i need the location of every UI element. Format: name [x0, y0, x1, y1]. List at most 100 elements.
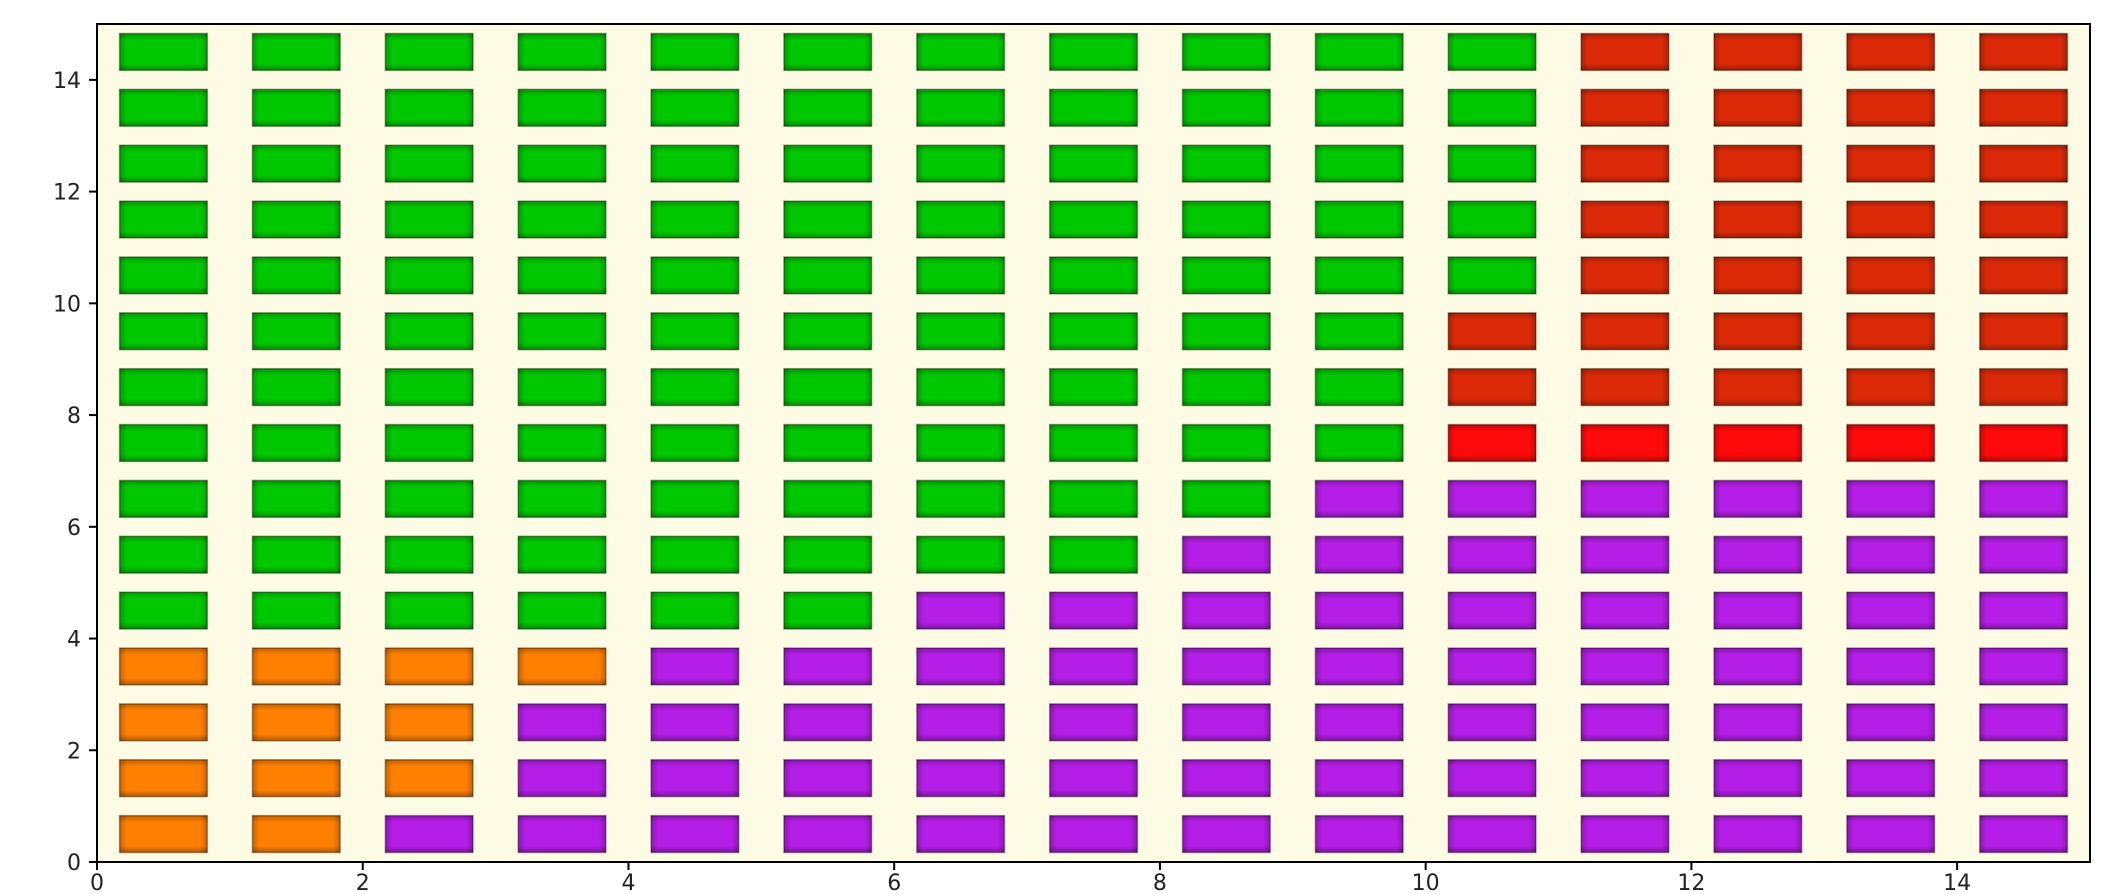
cell-shade-h — [119, 759, 208, 797]
cell-green-x2-y6 — [384, 479, 474, 519]
cell-shade-h — [783, 759, 872, 797]
cell-purple-x11-y5 — [1580, 535, 1670, 574]
cell-purple-x7-y3 — [1048, 647, 1139, 686]
cell-shade-h — [1979, 480, 2068, 518]
cell-shade-h — [651, 89, 739, 127]
cell-green-x8-y8 — [1181, 367, 1271, 407]
cell-green-x6-y14 — [916, 32, 1006, 72]
cell-shade-h — [1713, 201, 1802, 238]
cell-shade-h — [916, 256, 1005, 294]
cell-orange-x1-y0 — [251, 814, 341, 854]
cell-purple-x4-y1 — [650, 759, 740, 798]
cell-shade-h — [252, 648, 341, 685]
cell-shade-h — [385, 424, 474, 462]
cell-green-x1-y9 — [251, 312, 341, 351]
cell-shade-h — [252, 592, 341, 630]
cell-shade-h — [1049, 256, 1138, 294]
cell-shade-h — [1182, 312, 1271, 350]
cell-shade-h — [1182, 648, 1271, 685]
cell-shade-h — [916, 201, 1005, 238]
cell-green-x1-y13 — [251, 88, 341, 127]
cell-shade-h — [1049, 145, 1138, 183]
cell-purple-x13-y6 — [1846, 479, 1936, 519]
cell-shade-h — [1979, 33, 2068, 71]
cell-purple-x4-y0 — [650, 814, 740, 854]
cell-purple-x8-y2 — [1181, 703, 1271, 742]
cell-shade-h — [119, 424, 208, 462]
cell-shade-h — [119, 648, 208, 685]
cell-purple-x12-y6 — [1713, 479, 1803, 519]
cell-shade-h — [1315, 201, 1404, 238]
cell-red-x13-y7 — [1846, 423, 1936, 463]
cell-shade-h — [252, 145, 341, 183]
cell-shade-h — [119, 480, 208, 518]
cell-darkred-x11-y12 — [1580, 144, 1670, 183]
cell-shade-h — [1581, 145, 1669, 183]
cell-shade-h — [518, 480, 606, 518]
cell-green-x4-y5 — [650, 535, 740, 574]
cell-shade-h — [1448, 201, 1536, 238]
y-tick-label: 12 — [53, 181, 81, 206]
cell-shade-h — [1979, 368, 2068, 406]
cell-shade-h — [783, 201, 872, 238]
cell-purple-x11-y6 — [1580, 479, 1670, 519]
cell-shade-h — [651, 815, 739, 853]
cell-green-x3-y4 — [517, 591, 607, 630]
cell-shade-h — [385, 759, 474, 797]
cell-shade-h — [1448, 759, 1536, 797]
cell-darkred-x11-y11 — [1580, 200, 1670, 239]
cell-shade-h — [252, 33, 341, 71]
cell-shade-h — [916, 648, 1005, 685]
cell-shade-h — [385, 648, 474, 685]
cell-shade-h — [1315, 536, 1404, 574]
cell-purple-x13-y5 — [1846, 535, 1936, 574]
cell-darkred-x13-y14 — [1846, 32, 1936, 72]
cell-shade-h — [1581, 312, 1669, 350]
cell-shade-h — [1182, 703, 1271, 741]
cell-shade-h — [1315, 145, 1404, 183]
cell-purple-x14-y1 — [1978, 759, 2069, 798]
cell-shade-h — [1049, 312, 1138, 350]
cell-shade-h — [1846, 703, 1935, 741]
cell-green-x2-y5 — [384, 535, 474, 574]
cell-shade-h — [916, 759, 1005, 797]
cell-shade-h — [1448, 33, 1536, 71]
x-tick-label: 6 — [887, 871, 901, 894]
cell-shade-h — [1049, 703, 1138, 741]
cell-purple-x6-y0 — [916, 814, 1006, 854]
cell-purple-x5-y2 — [783, 703, 873, 742]
cell-shade-h — [783, 648, 872, 685]
cell-green-x2-y10 — [384, 256, 474, 295]
cell-shade-h — [916, 33, 1005, 71]
cell-shade-h — [1979, 592, 2068, 630]
cell-orange-x1-y3 — [251, 647, 341, 686]
cell-shade-h — [651, 536, 739, 574]
cell-green-x6-y6 — [916, 479, 1006, 519]
cell-shade-h — [1049, 424, 1138, 462]
cell-green-x4-y7 — [650, 423, 740, 463]
cell-purple-x5-y0 — [783, 814, 873, 854]
cell-green-x4-y14 — [650, 32, 740, 72]
cell-shade-h — [1182, 815, 1271, 853]
cell-shade-h — [651, 648, 739, 685]
cell-shade-h — [385, 201, 474, 238]
cell-shade-h — [1448, 815, 1536, 853]
cell-darkred-x13-y8 — [1846, 367, 1936, 407]
cell-shade-h — [1581, 536, 1669, 574]
cell-shade-h — [119, 368, 208, 406]
cell-purple-x6-y2 — [916, 703, 1006, 742]
cell-purple-x14-y0 — [1978, 814, 2069, 854]
cell-shade-h — [518, 201, 606, 238]
cell-darkred-x12-y12 — [1713, 144, 1803, 183]
cell-green-x7-y12 — [1048, 144, 1139, 183]
cell-shade-h — [1315, 89, 1404, 127]
x-tick-label: 0 — [90, 871, 104, 894]
cell-green-x0-y8 — [118, 367, 209, 407]
cell-shade-h — [385, 703, 474, 741]
cell-shade-h — [1448, 368, 1536, 406]
cell-purple-x10-y1 — [1447, 759, 1537, 798]
cell-darkred-x14-y10 — [1978, 256, 2069, 295]
cell-shade-h — [1713, 480, 1802, 518]
cell-green-x9-y11 — [1314, 200, 1404, 239]
